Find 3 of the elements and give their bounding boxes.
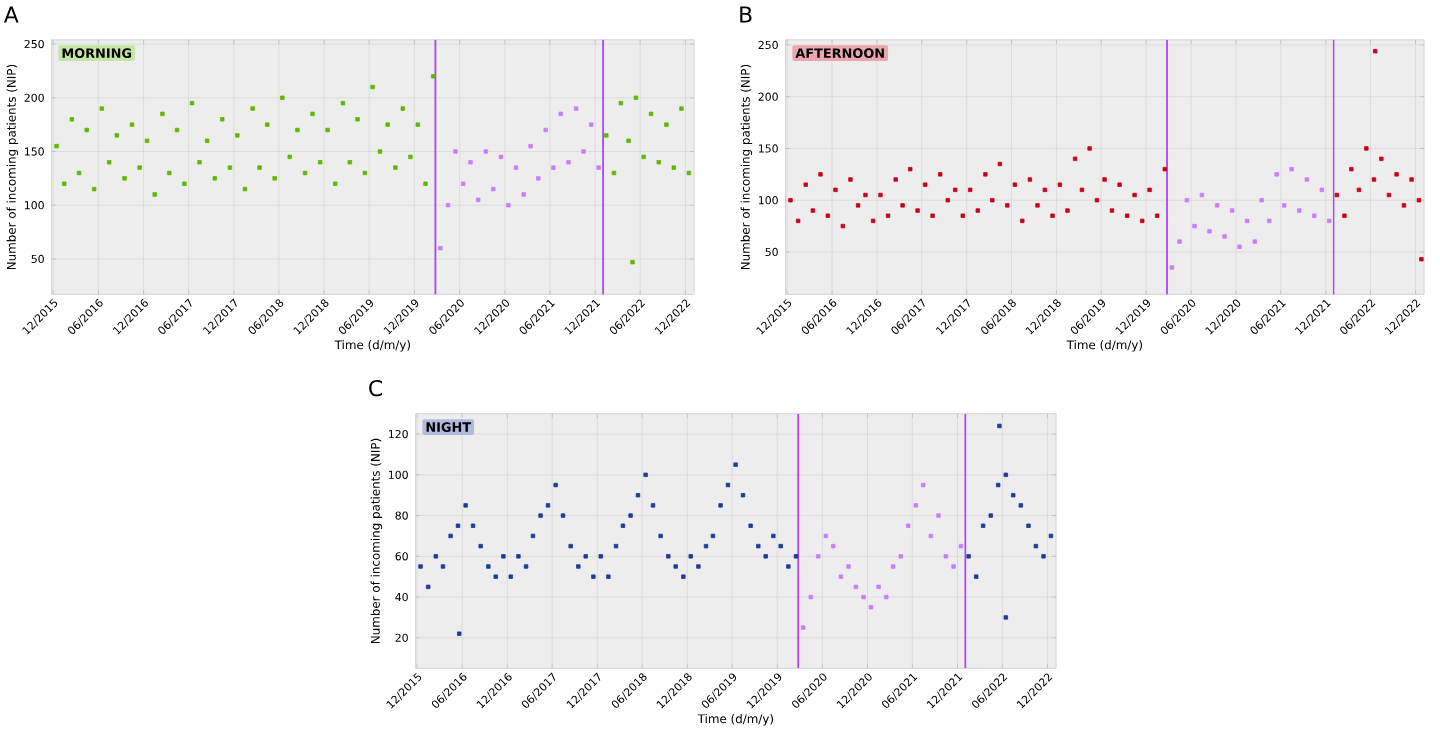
chart-title: C (369, 379, 382, 397)
chart-title: A (3, 6, 19, 23)
chart-title: B (740, 6, 752, 23)
